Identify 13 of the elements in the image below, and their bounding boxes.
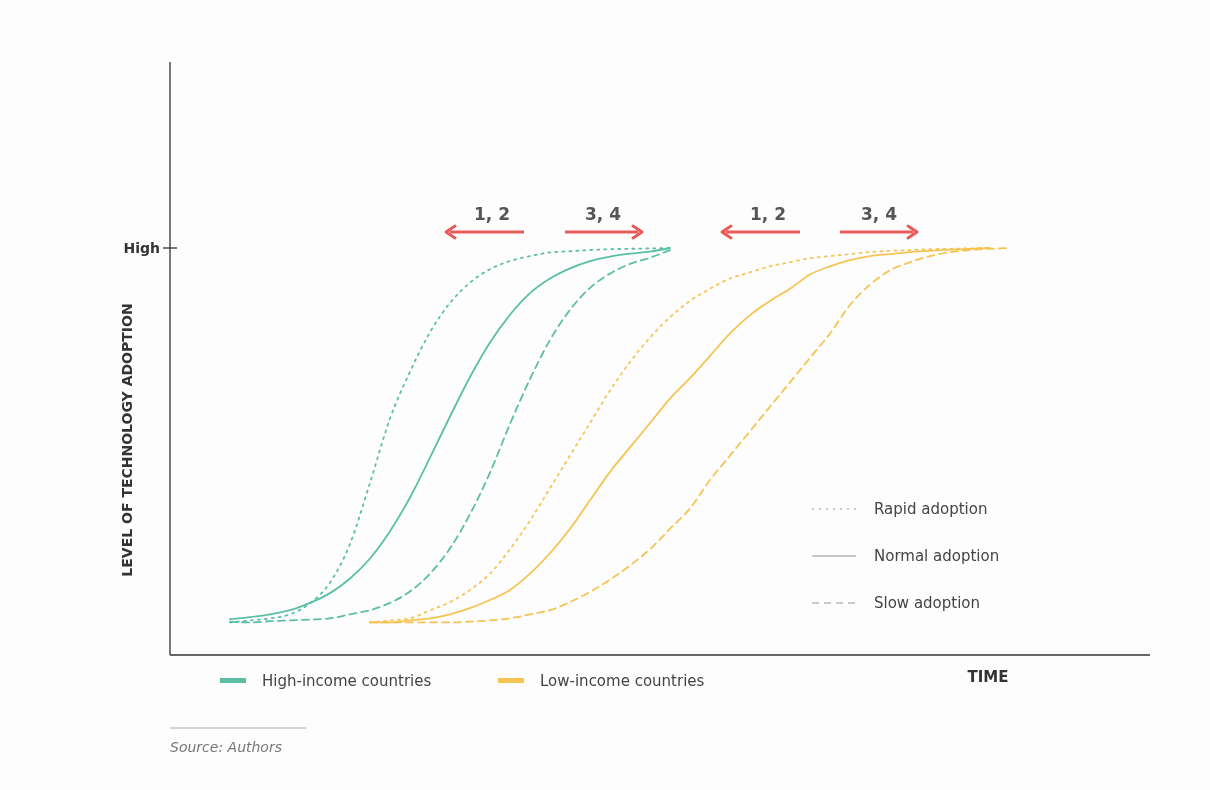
legend-label: Low-income countries — [540, 671, 705, 690]
source-note: Source: Authors — [170, 739, 282, 755]
text: High — [123, 240, 160, 256]
legend-label: High-income countries — [262, 671, 432, 690]
annotation: Slow adoption — [874, 593, 981, 612]
annotation: Normal adoption — [874, 546, 1000, 565]
text: 3, 4 — [584, 204, 622, 224]
annotation: Rapid adoption — [874, 499, 988, 518]
x-axis-title: TIME — [967, 668, 1009, 686]
text: 1, 2 — [473, 204, 511, 224]
text: 3, 4 — [860, 204, 898, 224]
y-axis-title: LEVEL OF TECHNOLOGY ADOPTION — [119, 303, 135, 577]
text: 1, 2 — [749, 204, 787, 224]
